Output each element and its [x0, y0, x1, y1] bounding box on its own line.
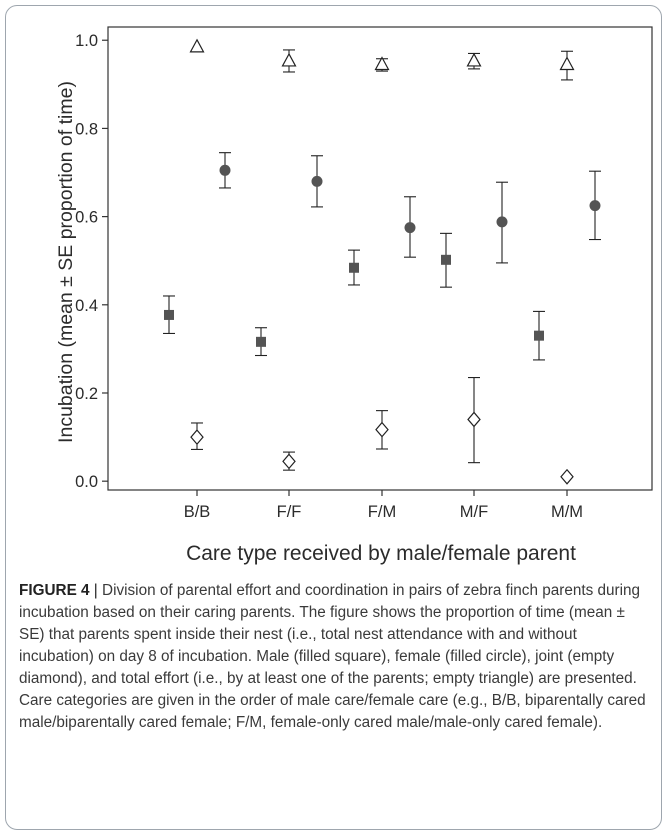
- y-tick-label: 0.6: [75, 209, 98, 227]
- total-point: [559, 56, 575, 71]
- plot-area-frame: [107, 26, 653, 491]
- y-tick-label: 0.4: [75, 297, 98, 315]
- female-point: [496, 216, 508, 228]
- figure-label: FIGURE 4: [19, 582, 90, 599]
- male-point: [534, 330, 544, 341]
- female-point: [219, 164, 231, 176]
- male-point: [441, 254, 451, 265]
- y-tick-label: 0.2: [75, 385, 98, 403]
- male-point: [164, 309, 174, 320]
- joint-point: [560, 468, 574, 485]
- total-point: [189, 38, 205, 53]
- caption-text: Division of parental effort and coordina…: [19, 582, 646, 731]
- y-tick-label: 1.0: [75, 32, 98, 50]
- x-tick-label: F/F: [277, 503, 302, 521]
- joint-point: [190, 429, 204, 446]
- female-point: [311, 175, 323, 187]
- joint-point: [282, 453, 296, 470]
- male-point: [256, 336, 266, 347]
- chart: 0.0 0.2 0.4 0.6 0.8 1.0 B/B F/F F/M M/F M/M Incub…: [55, 26, 653, 565]
- figure-caption: FIGURE 4 | Division of parental effort a…: [19, 580, 649, 734]
- y-tick-label: 0.8: [75, 120, 98, 138]
- female-point: [404, 222, 416, 234]
- male-point: [349, 262, 359, 273]
- female-point: [589, 200, 601, 212]
- y-axis-label: Incubation (mean ± SE proportion of time…: [55, 81, 77, 443]
- figure-label-separator: |: [93, 582, 98, 599]
- joint-point: [467, 411, 481, 428]
- total-point: [281, 52, 297, 67]
- total-point: [374, 56, 390, 71]
- x-tick-label: M/F: [460, 503, 488, 521]
- x-tick-label: M/M: [551, 503, 583, 521]
- x-tick-label: F/M: [368, 503, 396, 521]
- joint-point: [375, 421, 389, 438]
- x-axis-label: Care type received by male/female parent: [186, 542, 576, 565]
- y-tick-label: 0.0: [75, 473, 98, 491]
- x-tick-label: B/B: [184, 503, 211, 521]
- total-point: [466, 52, 482, 67]
- figure-frame: [5, 5, 662, 830]
